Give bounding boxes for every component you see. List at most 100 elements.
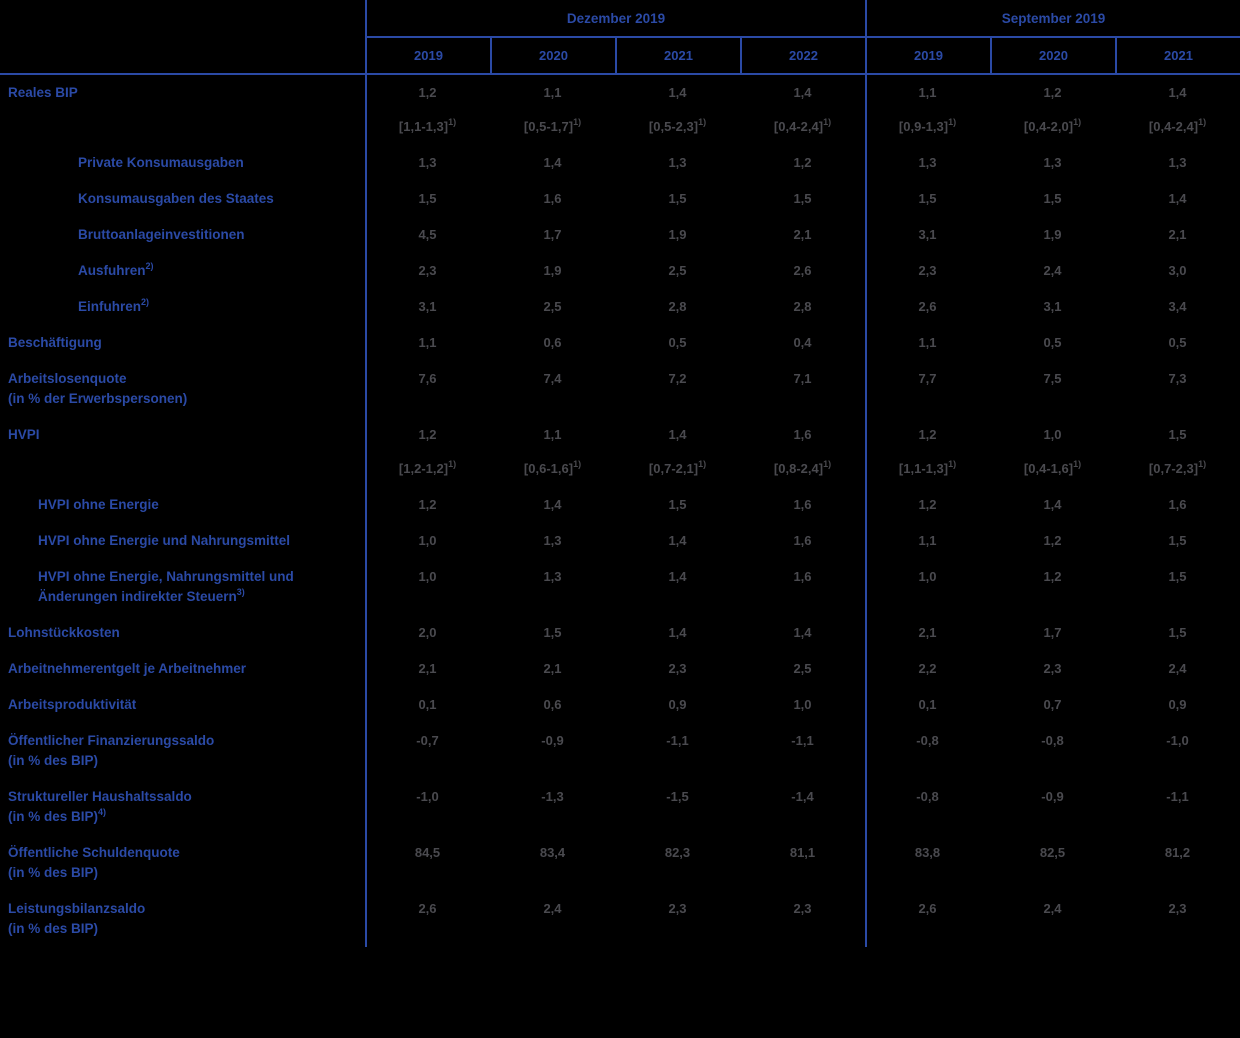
cell-value: 1,3 [1168,155,1187,170]
range-value: [0,8-2,4]1) [773,458,832,476]
range-value: [0,9-1,3]1) [898,116,957,134]
cell-value: 1,7 [1043,625,1062,640]
year-header: 2020 [990,38,1115,73]
cell-value: 1,0 [793,697,812,712]
row-label: HVPI [0,417,365,453]
year-header: 2022 [740,38,865,73]
cell-value: 1,4 [543,497,562,512]
cell-value: 1,0 [418,569,437,584]
row-label-line: HVPI [8,427,40,442]
row-label: Leistungsbilanzsaldo (in % des BIP) [0,891,365,947]
row-label: Struktureller Haushaltssaldo (in % des BI… [0,779,365,835]
table-row: Öffentlicher Finanzierungssaldo (in % des… [0,723,1240,779]
cell-value: 83,8 [914,845,941,860]
cell-value: 1,1 [543,427,562,442]
year-header-row: 2019 2020 2021 2022 2019 2020 2021 [0,38,1240,75]
cell-value: 1,5 [1168,569,1187,584]
cell-value: -1,1 [791,733,814,748]
row-label-line: Arbeitsproduktivität [8,697,137,712]
cell-value: 7,6 [418,371,437,386]
row-label: Ausfuhren2) [0,253,365,289]
cell-value: 1,4 [543,155,562,170]
table-row: Konsumausgaben des Staates 1,5 1,6 1,5 1,5 1,… [0,181,1240,217]
range-value: [0,4-1,6]1) [1023,458,1082,476]
cell-value: 1,9 [1043,227,1062,242]
row-label: Arbeitslosenquote (in % der Erwerbsperson… [0,361,365,417]
cell-value: 1,3 [668,155,687,170]
cell-value: 1,5 [793,191,812,206]
column-divider [365,75,367,947]
cell-value: 1,2 [418,85,437,100]
cell-value: 2,6 [918,299,937,314]
cell-value: 1,6 [793,427,812,442]
cell-value: 1,9 [543,263,562,278]
cell-value: -1,5 [666,789,689,804]
cell-value: 1,6 [793,533,812,548]
row-label: HVPI ohne Energie, Nahrungsmittel und Änd… [0,559,365,615]
cell-value: -1,1 [1166,789,1189,804]
cell-value: 2,4 [1043,901,1062,916]
table-row: HVPI ohne Energie und Nahrungsmittel 1,0 1… [0,523,1240,559]
table-row: [1,2-1,2]1) [0,6-1,6]1) [0,7-2,1]1) [0,8-2,… [0,453,1240,487]
range-value: [1,1-1,3]1) [898,458,957,476]
row-label-line: (in % des BIP) [8,753,99,768]
cell-value: 0,9 [668,697,687,712]
year-header: 2020 [490,38,615,73]
cell-value: 7,7 [918,371,937,386]
footnote-marker: 1) [1073,458,1082,469]
cell-value: 1,0 [918,569,937,584]
cell-value: 1,2 [918,497,937,512]
cell-value: 2,1 [1168,227,1187,242]
footnote-marker: 4) [98,806,107,817]
cell-value: 0,6 [543,697,562,712]
cell-value: -0,8 [1041,733,1064,748]
cell-value: 2,1 [918,625,937,640]
row-label: Konsumausgaben des Staates [0,181,365,217]
cell-value: 0,6 [543,335,562,350]
row-label-line: Konsumausgaben des Staates [78,191,274,206]
cell-value: 1,1 [918,85,937,100]
row-label: Reales BIP [0,75,365,111]
cell-value: 1,6 [1168,497,1187,512]
row-label-line: Leistungsbilanzsaldo [8,901,146,916]
cell-value: 2,1 [793,227,812,242]
row-label: Lohnstückkosten [0,615,365,651]
projections-table: Dezember 2019 September 2019 2019 2020 2… [0,0,1240,947]
range-value: [0,5-2,3]1) [648,116,707,134]
year-header: 2021 [615,38,740,73]
cell-value: 2,6 [418,901,437,916]
cell-value: -1,0 [416,789,439,804]
cell-value: 1,0 [1043,427,1062,442]
group-divider [865,75,867,947]
cell-value: 81,1 [789,845,816,860]
cell-value: 2,5 [668,263,687,278]
cell-value: 1,0 [418,533,437,548]
row-label-line: Private Konsumausgaben [78,155,244,170]
cell-value: 0,9 [1168,697,1187,712]
cell-value: 2,3 [668,661,687,676]
cell-value: 1,5 [418,191,437,206]
cell-value: 83,4 [539,845,566,860]
row-label: Öffentliche Schuldenquote (in % des BIP) [0,835,365,891]
group-header-dezember-2019: Dezember 2019 [365,0,865,38]
cell-value: 84,5 [414,845,441,860]
cell-value: 1,6 [793,569,812,584]
table-row: Ausfuhren2) 2,3 1,9 2,5 2,6 2,3 2,4 3,0 [0,253,1240,289]
cell-value: 1,5 [668,497,687,512]
range-value: [0,4-2,4]1) [1148,116,1207,134]
row-label-line: Lohnstückkosten [8,625,120,640]
cell-value: 1,5 [918,191,937,206]
row-label-line: Öffentlicher Finanzierungssaldo [8,733,215,748]
cell-value: 1,3 [918,155,937,170]
cell-value: 1,1 [918,533,937,548]
cell-value: 7,3 [1168,371,1187,386]
cell-value: 1,2 [418,427,437,442]
footnote-marker: 1) [1198,458,1207,469]
footnote-marker: 1) [948,116,957,127]
cell-value: -0,9 [541,733,564,748]
cell-value: 1,2 [418,497,437,512]
row-label-line: Arbeitnehmerentgelt je Arbeitnehmer [8,661,247,676]
table-row: Leistungsbilanzsaldo (in % des BIP) 2,6 2,4… [0,891,1240,947]
cell-value: 2,3 [1168,901,1187,916]
cell-value: 3,0 [1168,263,1187,278]
